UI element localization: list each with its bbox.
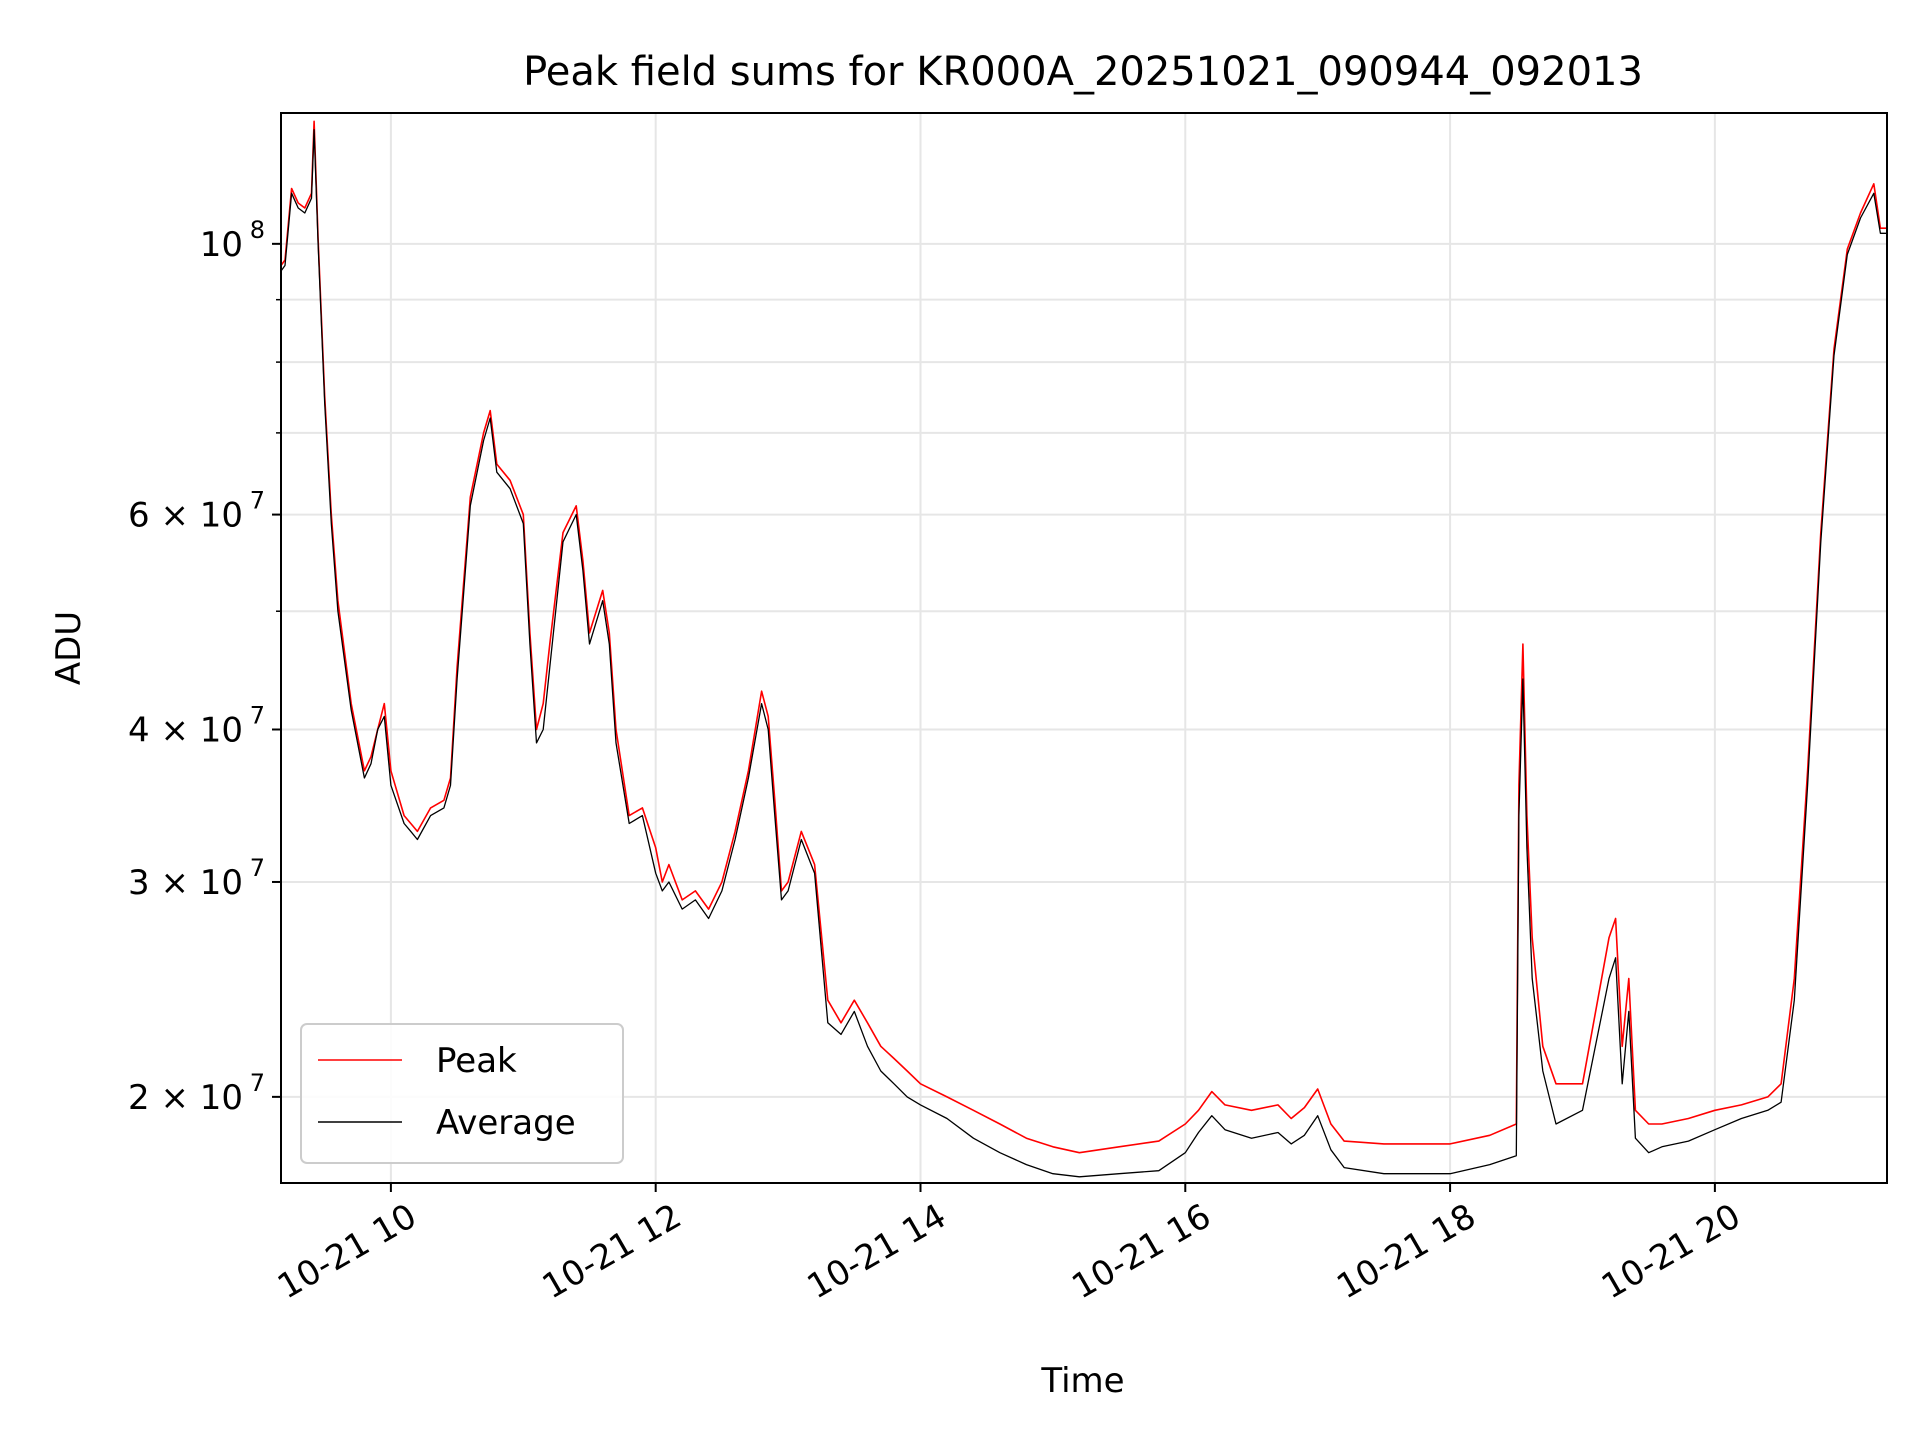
y-tick-exponent-0: 7: [250, 1069, 265, 1097]
y-tick-exponent-3: 7: [250, 487, 265, 515]
y-tick-label-0: 2 × 10: [128, 1078, 243, 1118]
legend-box: [300, 1023, 624, 1164]
y-tick-exponent-1: 7: [250, 854, 265, 882]
y-tick-exponent-4: 8: [250, 216, 265, 244]
y-tick-label-3: 6 × 10: [128, 496, 243, 536]
series-lines: [281, 120, 1887, 1178]
legend-label-average: Average: [436, 1103, 576, 1143]
y-tick-label-2: 4 × 10: [128, 710, 243, 750]
series-line-peak: [281, 120, 1887, 1154]
legend-label-peak: Peak: [436, 1041, 517, 1081]
y-tick-label-4: 10: [200, 225, 243, 265]
y-axis-label: ADU: [49, 611, 89, 685]
series-line-average: [281, 129, 1887, 1178]
x-axis-label: Time: [1040, 1361, 1124, 1401]
legend: Peak Average: [300, 1023, 624, 1164]
plot-frame: [280, 112, 1888, 1184]
y-tick-label-1: 3 × 10: [128, 863, 243, 903]
y-tick-exponent-2: 7: [250, 701, 265, 729]
chart-title: Peak field sums for KR000A_20251021_0909…: [523, 49, 1643, 95]
grid: [281, 113, 1887, 1183]
